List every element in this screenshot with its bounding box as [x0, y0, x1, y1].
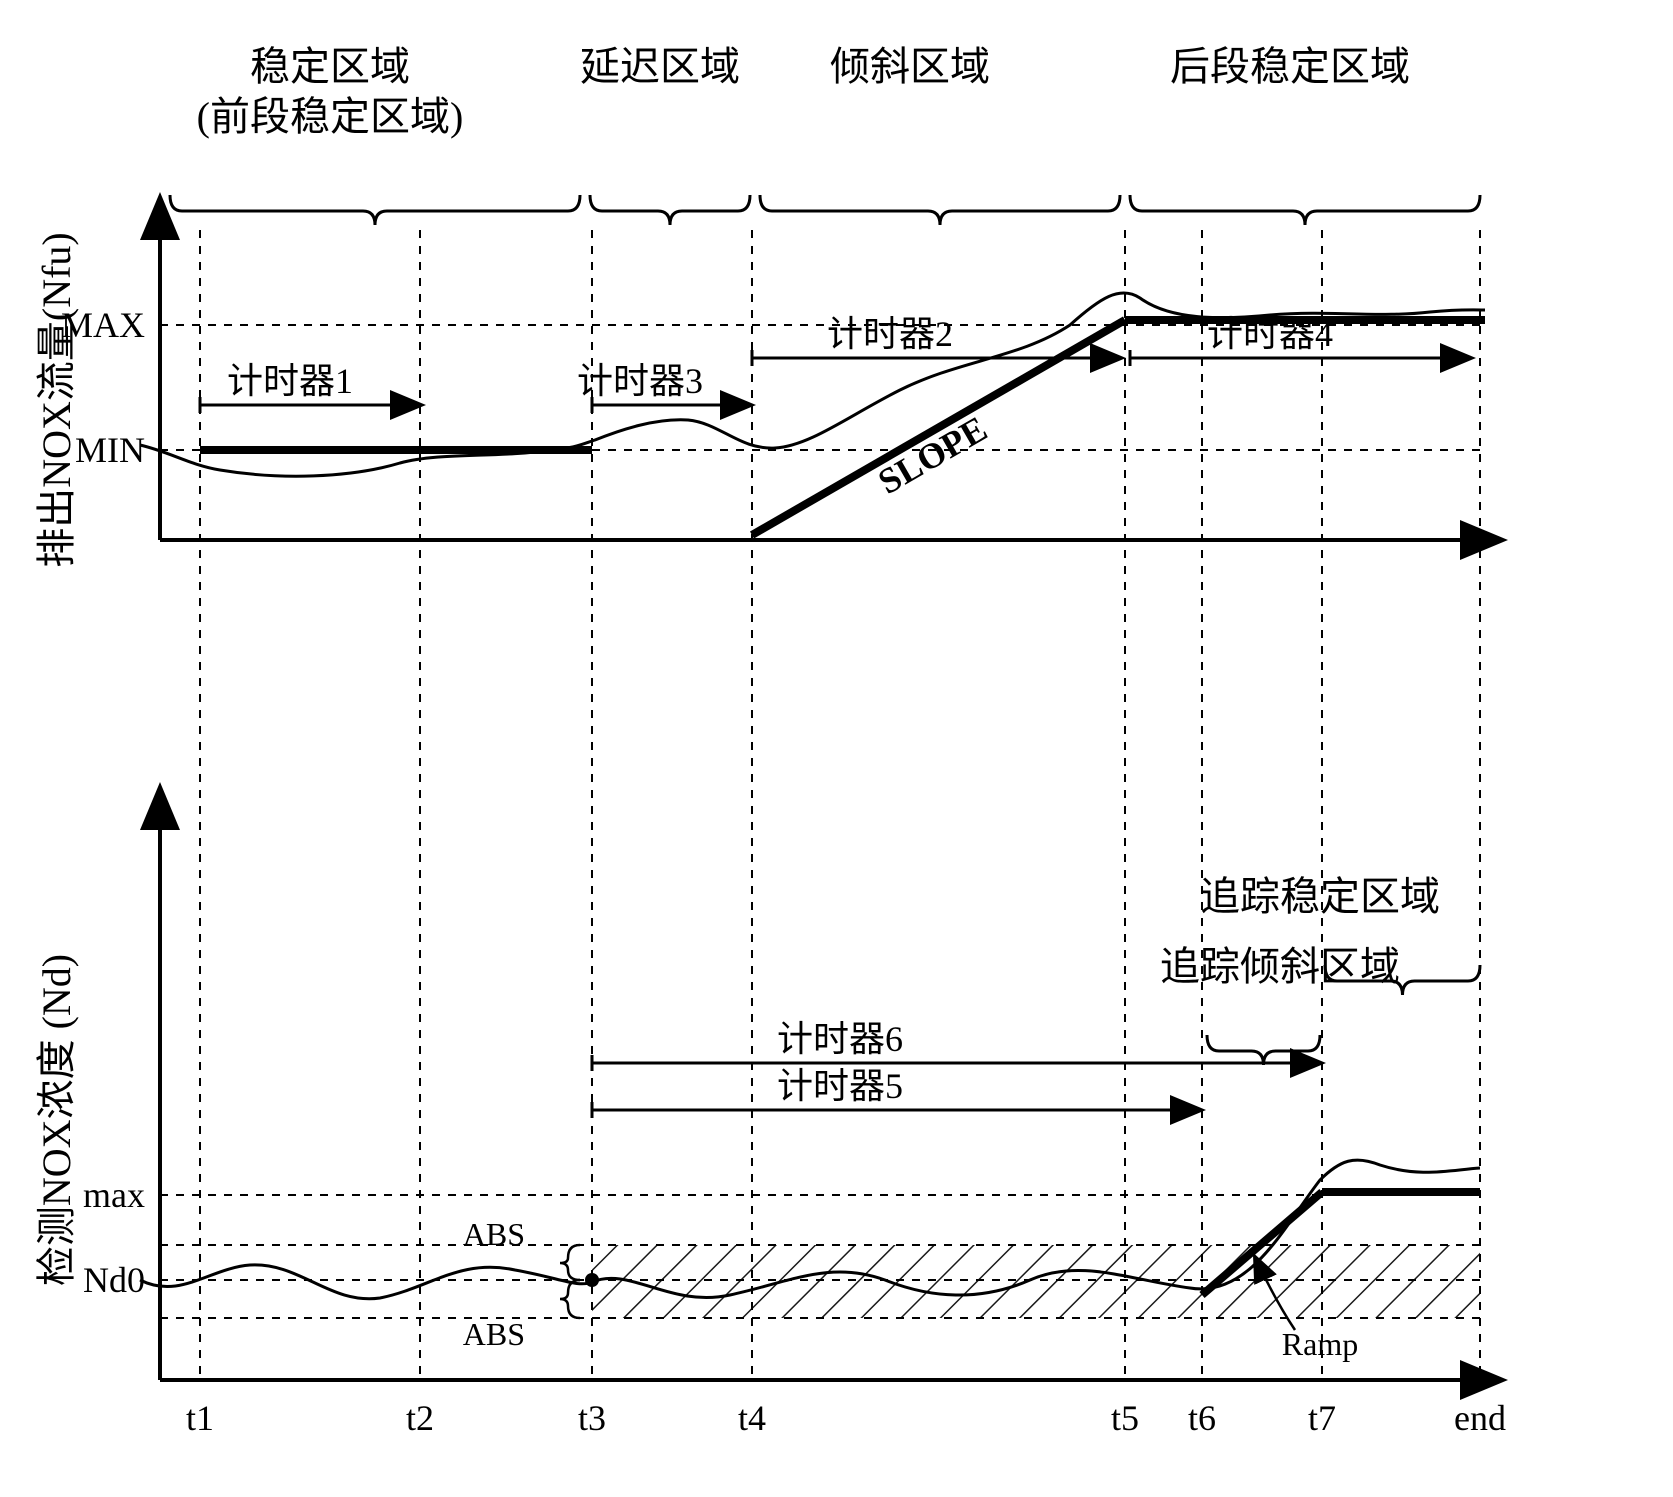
top-region-label-2: (前段稳定区域): [197, 94, 464, 139]
top-timer-label: 计时器2: [827, 314, 953, 354]
top-chart: 排出NOX流量(Nfu)MAX MIN 稳定区域 (前段稳定区域) 延迟区域 倾斜区域 后段…: [34, 44, 1500, 568]
x-tick-label: t6: [1188, 1398, 1216, 1438]
ramp-label: Ramp: [1282, 1326, 1358, 1362]
top-timer-label: 计时器3: [577, 361, 703, 401]
bottom-region-label: 追踪倾斜区域: [1160, 944, 1400, 989]
top-timer-label: 计时器1: [227, 361, 353, 401]
top-region-label-1: 倾斜区域: [830, 44, 990, 89]
diagram-svg: 排出NOX流量(Nfu)MAX MIN 稳定区域 (前段稳定区域) 延迟区域 倾斜区域 后段…: [20, 20, 1653, 1477]
bottom-region-label: 追踪稳定区域: [1200, 874, 1440, 919]
x-tick-label: end: [1454, 1398, 1506, 1438]
abs-label: ABS: [463, 1216, 525, 1252]
top-region-label-1: 后段稳定区域: [1170, 44, 1410, 89]
x-tick-label: t2: [406, 1398, 434, 1438]
x-tick-label: t5: [1111, 1398, 1139, 1438]
top-y-axis-label: 排出NOX流量(Nfu): [34, 232, 79, 568]
x-tick-label: t4: [738, 1398, 766, 1438]
top-timer-label: 计时器4: [1207, 314, 1333, 354]
x-tick-label: t1: [186, 1398, 214, 1438]
diagram-container: 排出NOX流量(Nfu)MAX MIN 稳定区域 (前段稳定区域) 延迟区域 倾斜区域 后段…: [20, 20, 1653, 1477]
bottom-chart: 检测NOX浓度 (Nd)max Nd0 Ramp ABS ABS 追踪稳定区域追踪倾斜区域…: [34, 790, 1500, 1380]
bottom-timer-label: 计时器5: [777, 1066, 903, 1106]
x-tick-label: t3: [578, 1398, 606, 1438]
top-y-tick-label: MAX: [61, 305, 145, 345]
abs-label: ABS: [463, 1316, 525, 1352]
bottom-y-tick-label: Nd0: [83, 1260, 145, 1300]
bottom-y-axis-label: 检测NOX浓度 (Nd): [34, 954, 79, 1286]
hatched-region: [592, 1245, 1480, 1318]
bottom-timer-label: 计时器6: [777, 1019, 903, 1059]
bottom-y-tick-label: max: [83, 1175, 145, 1215]
top-y-tick-label: MIN: [75, 430, 145, 470]
top-region-label-1: 延迟区域: [580, 44, 740, 89]
x-tick-label: t7: [1308, 1398, 1336, 1438]
top-region-label-1: 稳定区域: [250, 44, 410, 89]
